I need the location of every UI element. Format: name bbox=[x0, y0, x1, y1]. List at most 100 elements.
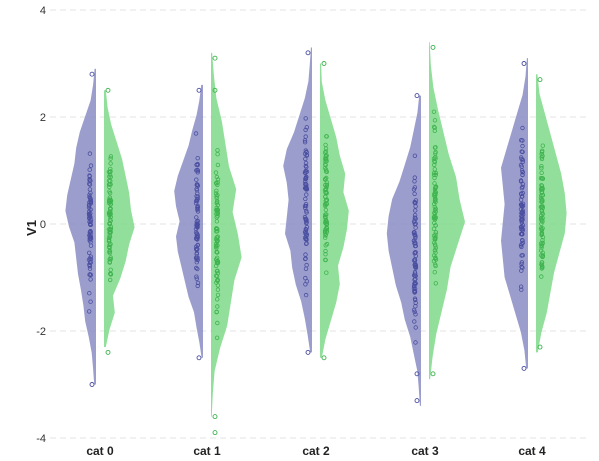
point bbox=[520, 169, 525, 175]
point bbox=[194, 260, 199, 265]
outlier-point bbox=[321, 61, 327, 66]
point bbox=[86, 211, 92, 217]
point bbox=[324, 197, 329, 202]
point bbox=[412, 222, 418, 227]
point bbox=[303, 203, 309, 209]
point bbox=[304, 241, 309, 246]
point bbox=[304, 208, 309, 214]
y-axis-label: V1 bbox=[24, 220, 39, 236]
point bbox=[194, 215, 199, 220]
point bbox=[540, 253, 545, 258]
point bbox=[520, 203, 526, 209]
point bbox=[519, 287, 524, 292]
point bbox=[539, 197, 545, 202]
point bbox=[539, 260, 544, 265]
y-tick-label: -4 bbox=[36, 433, 46, 445]
point bbox=[323, 243, 328, 248]
point bbox=[323, 232, 328, 237]
point bbox=[413, 198, 419, 203]
point bbox=[323, 217, 328, 223]
point bbox=[433, 237, 438, 242]
point bbox=[88, 272, 94, 278]
point bbox=[324, 201, 329, 206]
point bbox=[303, 196, 308, 202]
point bbox=[539, 165, 544, 171]
point bbox=[304, 192, 309, 197]
point bbox=[539, 274, 544, 279]
point bbox=[214, 310, 219, 315]
point bbox=[412, 288, 417, 294]
point bbox=[519, 218, 524, 224]
point bbox=[107, 248, 113, 254]
point bbox=[520, 210, 525, 215]
point bbox=[213, 170, 219, 175]
point bbox=[412, 175, 417, 180]
point bbox=[193, 200, 199, 206]
point bbox=[304, 186, 309, 192]
point bbox=[108, 166, 113, 172]
point bbox=[87, 230, 92, 235]
point bbox=[413, 253, 418, 259]
data-points bbox=[86, 44, 546, 436]
point bbox=[413, 300, 418, 306]
point bbox=[519, 191, 524, 197]
point bbox=[107, 220, 112, 226]
point bbox=[214, 274, 220, 279]
point bbox=[412, 191, 417, 196]
point bbox=[432, 158, 437, 164]
y-tick-label: 4 bbox=[40, 5, 46, 17]
point bbox=[193, 226, 199, 232]
point bbox=[88, 234, 94, 239]
point bbox=[87, 187, 93, 192]
point bbox=[433, 281, 438, 286]
x-tick-label: cat 4 bbox=[518, 444, 546, 458]
x-tick-label: cat 3 bbox=[411, 444, 439, 458]
point bbox=[194, 194, 199, 199]
point bbox=[539, 187, 544, 192]
point bbox=[303, 252, 308, 257]
point bbox=[108, 241, 113, 247]
point bbox=[520, 181, 526, 187]
point bbox=[539, 243, 544, 248]
point bbox=[87, 151, 93, 156]
violin-right-1 bbox=[211, 52, 242, 417]
point bbox=[214, 195, 219, 201]
outlier-point bbox=[196, 87, 202, 93]
point bbox=[87, 167, 92, 172]
point bbox=[108, 154, 114, 159]
point bbox=[215, 211, 220, 217]
point bbox=[539, 213, 544, 218]
violin-left-0 bbox=[65, 68, 96, 385]
point bbox=[520, 125, 525, 131]
point bbox=[432, 125, 437, 130]
point bbox=[539, 163, 544, 169]
point bbox=[215, 177, 221, 182]
point bbox=[539, 217, 544, 222]
point bbox=[214, 229, 219, 234]
point bbox=[304, 236, 309, 241]
point bbox=[87, 213, 92, 218]
point bbox=[518, 197, 524, 202]
point bbox=[323, 248, 328, 254]
point bbox=[323, 203, 328, 209]
point bbox=[540, 176, 546, 181]
point bbox=[108, 214, 113, 220]
point bbox=[323, 227, 328, 232]
outlier-point bbox=[521, 365, 527, 371]
point bbox=[214, 194, 219, 199]
point bbox=[412, 319, 417, 324]
point bbox=[303, 256, 308, 261]
point bbox=[108, 169, 113, 174]
point bbox=[88, 243, 94, 248]
point bbox=[194, 182, 200, 187]
point bbox=[194, 177, 199, 182]
point bbox=[413, 273, 418, 279]
point bbox=[519, 194, 524, 199]
point bbox=[302, 138, 308, 143]
point bbox=[520, 149, 525, 155]
point bbox=[215, 250, 220, 255]
point bbox=[304, 279, 310, 284]
point bbox=[540, 250, 545, 255]
point bbox=[303, 127, 308, 133]
